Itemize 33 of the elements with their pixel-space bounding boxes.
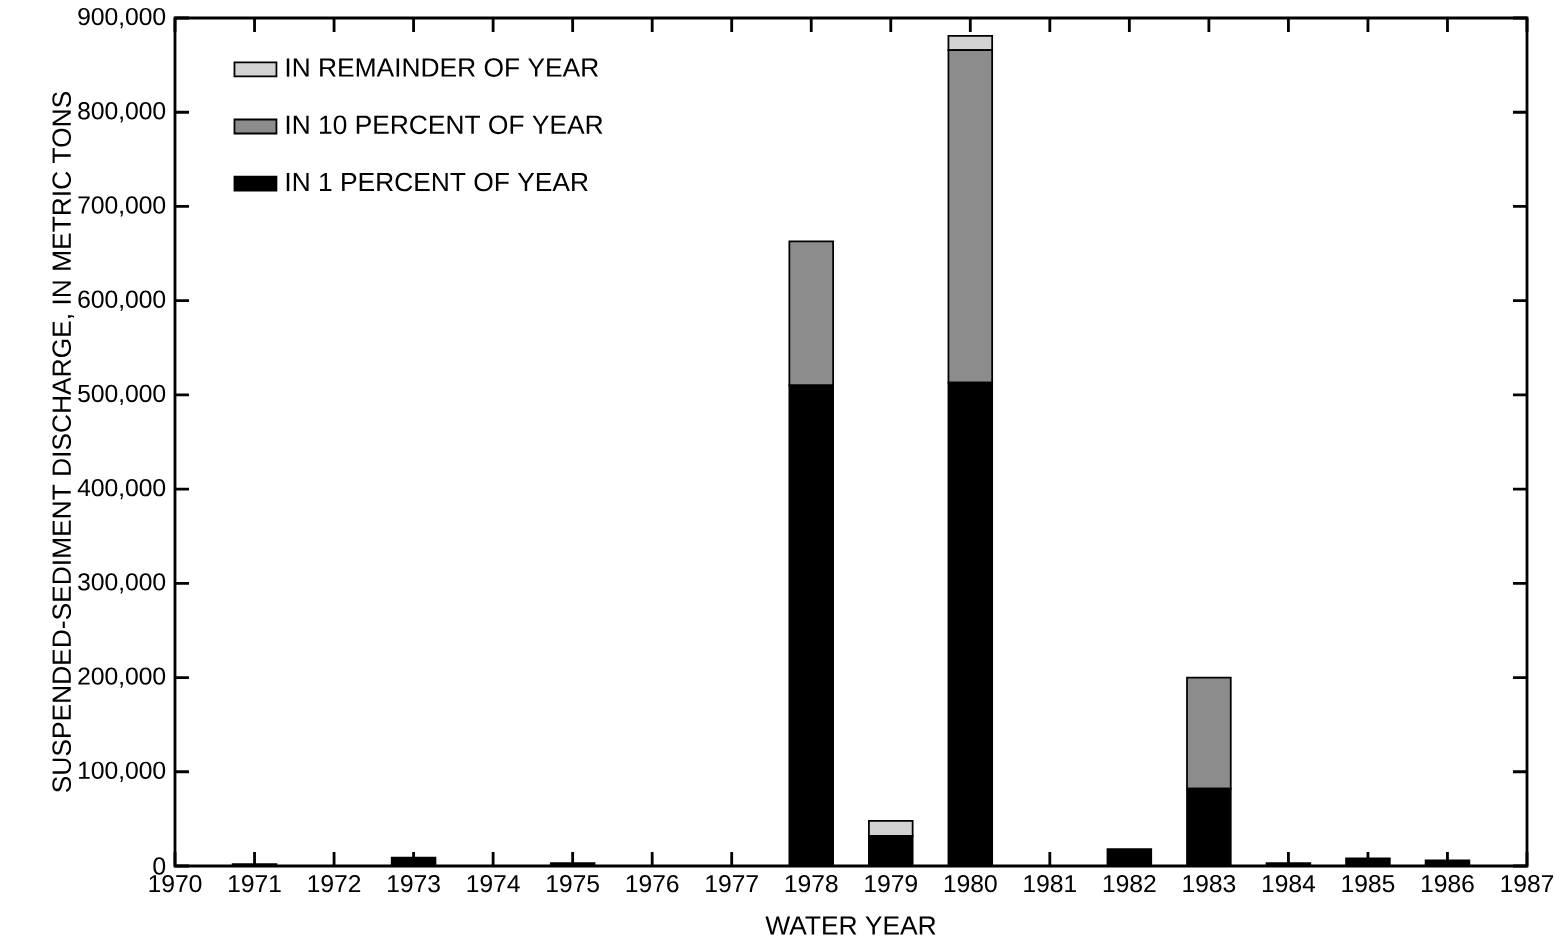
x-tick-label: 1977 (706, 874, 758, 893)
x-tick-label: 1980 (944, 874, 997, 893)
legend-label: IN 1 PERCENT OF YEAR (286, 172, 588, 192)
y-tick-label: 900,000 (78, 7, 166, 29)
y-tick-label: 100,000 (79, 761, 166, 782)
x-tick-label: 1975 (547, 874, 599, 893)
x-tick-label: 1981 (1024, 874, 1076, 893)
x-tick-label: 1985 (1342, 874, 1395, 893)
x-tick-label: 1971 (229, 874, 281, 893)
y-tick-label: 600,000 (78, 290, 166, 311)
x-tick-label: 1970 (149, 874, 202, 893)
x-tick-label: 1976 (626, 874, 679, 893)
x-tick-label: 1986 (1421, 874, 1474, 893)
x-tick-label: 1984 (1262, 874, 1316, 893)
y-tick-label: 700,000 (78, 196, 166, 217)
y-tick-label: 300,000 (78, 573, 166, 594)
y-tick-label: 500,000 (78, 384, 166, 406)
x-axis-title: WATER YEAR (765, 916, 936, 935)
y-tick-label: 200,000 (78, 667, 166, 688)
y-tick-label: 400,000 (77, 478, 166, 500)
x-tick-label: 1972 (308, 874, 361, 893)
y-tick-label: 0 (153, 857, 166, 875)
x-tick-label: 1983 (1183, 874, 1236, 893)
legend-label: IN REMAINDER OF YEAR (286, 58, 598, 77)
x-tick-label: 1973 (388, 874, 440, 893)
x-tick-label: 1974 (467, 874, 520, 893)
x-tick-label: 1979 (865, 874, 917, 893)
y-axis-title: SUSPENDED-SEDIMENT DISCHARGE, IN METRIC TONS (52, 91, 75, 793)
x-tick-label: 1978 (785, 874, 838, 893)
y-tick-label: 800,000 (78, 102, 166, 123)
legend-label: IN 10 PERCENT OF YEAR (286, 115, 603, 135)
x-tick-label: 1987 (1501, 874, 1554, 893)
x-tick-label: 1982 (1103, 874, 1156, 893)
